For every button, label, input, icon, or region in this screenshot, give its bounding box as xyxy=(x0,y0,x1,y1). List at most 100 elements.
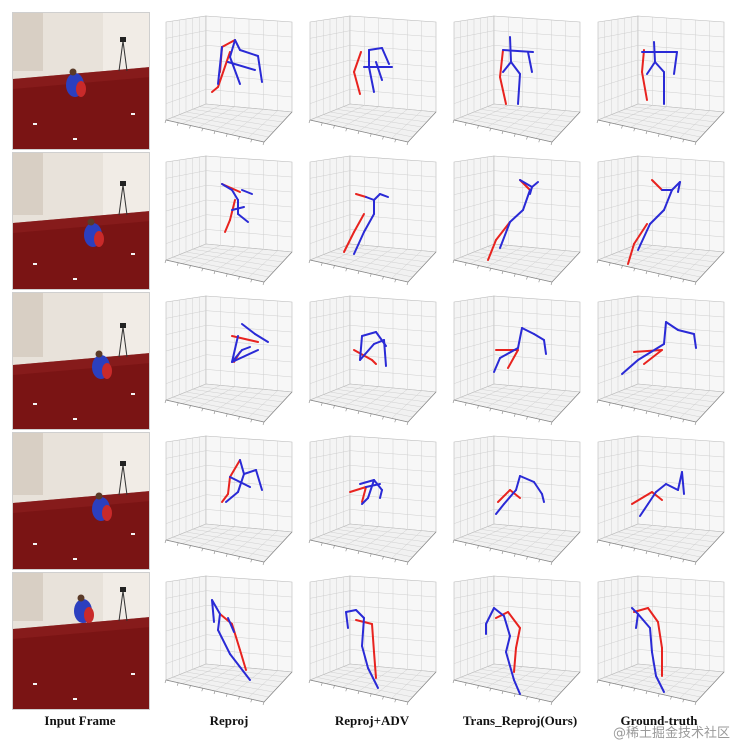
skeleton-bone-left xyxy=(239,459,245,475)
input-frame-photo xyxy=(12,432,150,570)
pose-3d-plot xyxy=(160,12,296,150)
pose-3d-plot xyxy=(304,572,440,710)
axes-grid xyxy=(452,435,581,566)
axes-grid xyxy=(452,575,581,706)
skeleton-bone-left xyxy=(365,196,375,201)
skeleton-bone-left xyxy=(665,483,679,491)
skeleton-bone-right xyxy=(229,459,241,478)
pose-3d-plot xyxy=(160,572,296,710)
skeleton-bone-left xyxy=(365,483,381,488)
skeleton-bone-right xyxy=(224,219,231,233)
skeleton-bone-left xyxy=(231,206,245,211)
pose-3d-plot xyxy=(160,432,296,570)
column-label-trans_reproj: Trans_Reproj(Ours) xyxy=(462,713,578,728)
axes-grid xyxy=(452,15,581,146)
skeleton-bone-left xyxy=(671,181,681,191)
skeleton-bone-left xyxy=(231,349,259,363)
skeleton-bone-left xyxy=(517,327,523,349)
skeleton-bone-right xyxy=(641,49,645,73)
skeleton-bone-right xyxy=(217,51,231,88)
skeleton-bone-left xyxy=(499,221,511,249)
skeleton-bone-right xyxy=(371,359,377,365)
watermark: @稀土掘金技术社区 xyxy=(612,726,730,741)
pose-3d-plot xyxy=(448,152,584,290)
skeleton-bone-right xyxy=(487,239,497,261)
skeleton-bone-right xyxy=(507,349,519,369)
skeleton-bone-left xyxy=(665,321,679,331)
skeleton-bone-right xyxy=(239,649,247,671)
skeleton-bone-left xyxy=(229,39,236,58)
skeleton-bone-left xyxy=(363,213,375,233)
skeleton-bone-left xyxy=(527,51,533,73)
skeleton-bone-left xyxy=(383,339,387,367)
pose-3d-plot xyxy=(448,432,584,570)
pose-3d-plot xyxy=(304,292,440,430)
skeleton-bone-left xyxy=(227,61,256,71)
skeleton-bone-right xyxy=(633,223,648,245)
skeleton-bone-left xyxy=(503,615,511,637)
skeleton-bone-right xyxy=(355,193,367,198)
skeleton-bone-right xyxy=(631,491,653,505)
pose-3d-plot xyxy=(160,292,296,430)
axes-grid xyxy=(164,435,293,566)
skeleton-bone-left xyxy=(241,189,253,195)
skeleton-bone-left xyxy=(355,609,365,619)
skeleton-bone-left xyxy=(499,347,519,359)
skeleton-bone-left xyxy=(673,51,678,75)
skeleton-bone-right xyxy=(349,486,367,493)
skeleton-bone-right xyxy=(211,86,219,93)
column-label-ground_truth: Ground-truth xyxy=(620,713,698,728)
pose-3d-plot xyxy=(448,572,584,710)
skeleton-bone-left xyxy=(361,617,365,647)
skeleton-bone-left xyxy=(229,56,241,85)
skeleton-bone-right xyxy=(361,486,367,503)
skeleton-bone-left xyxy=(655,675,665,693)
skeleton-bone-right xyxy=(221,39,236,48)
axes-grid xyxy=(164,295,293,426)
input-frame-photo xyxy=(12,12,150,150)
skeleton-bone-left xyxy=(495,503,505,515)
skeleton-bone-left xyxy=(533,481,543,495)
skeleton-bone-right xyxy=(371,623,375,653)
skeleton-bone-left xyxy=(239,49,259,57)
skeleton-bone-left xyxy=(693,333,697,349)
skeleton-bone-left xyxy=(211,599,215,623)
axes-grid xyxy=(596,575,725,706)
axes-grid xyxy=(596,15,725,146)
axes-grid xyxy=(164,15,293,146)
skeleton-bone-left xyxy=(631,607,639,615)
skeleton-bone-left xyxy=(533,333,545,341)
pose-3d-plot xyxy=(592,572,728,710)
skeleton-bone-left xyxy=(522,189,531,211)
skeleton-bone-left xyxy=(513,679,521,695)
axes-grid xyxy=(596,295,725,426)
skeleton-bone-right xyxy=(353,71,361,95)
column-label-reproj_adv: Reproj+ADV xyxy=(334,713,410,728)
skeleton-bone-left xyxy=(663,189,673,211)
skeleton-bone-left xyxy=(353,231,365,255)
skeleton-bone-left xyxy=(345,609,357,613)
skeleton-bone-left xyxy=(231,349,243,363)
skeleton-bone-right xyxy=(353,51,362,73)
axes-grid xyxy=(308,435,437,566)
column-label-reproj: Reproj xyxy=(209,713,249,728)
pose-3d-plot xyxy=(304,152,440,290)
skeleton-bone-left xyxy=(519,179,533,188)
skeleton-bone-right xyxy=(643,349,663,365)
skeleton-bone-left xyxy=(229,653,251,681)
pose-3d-plot xyxy=(592,152,728,290)
skeleton-bone-left xyxy=(379,193,389,198)
skeleton-bone-left xyxy=(254,333,269,343)
skeleton-bone-left xyxy=(505,635,511,653)
skeleton-bone-left xyxy=(231,335,239,363)
skeleton-bone-left xyxy=(651,651,657,677)
skeleton-bone-left xyxy=(493,357,501,373)
skeleton-bone-left xyxy=(375,61,383,81)
skeleton-bone-left xyxy=(217,629,231,655)
skeleton-bone-left xyxy=(529,186,533,195)
input-frame-photo xyxy=(12,152,150,290)
skeleton-bone-left xyxy=(367,479,375,499)
skeleton-bone-left xyxy=(509,209,524,223)
skeleton-bone-left xyxy=(231,189,239,201)
skeleton-bone-left xyxy=(637,343,665,361)
